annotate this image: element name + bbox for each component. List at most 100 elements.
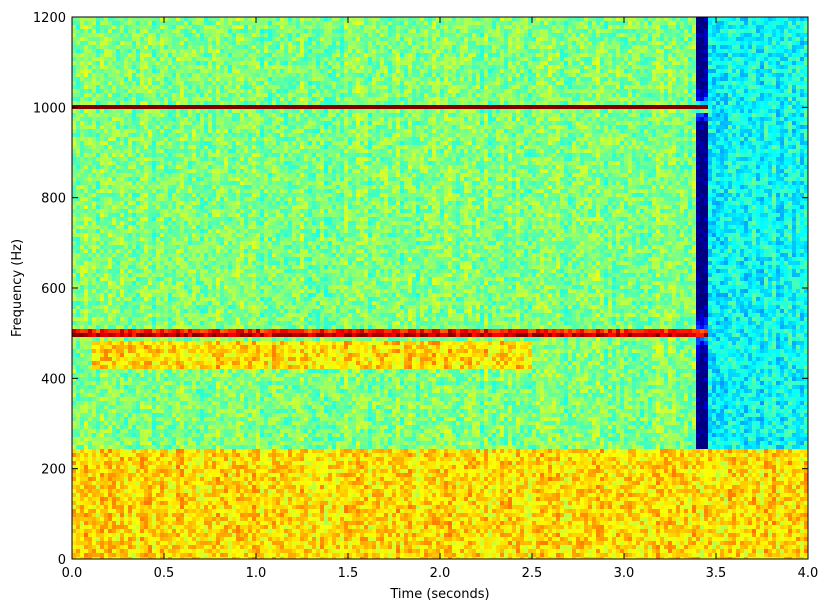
heatmap-cell [536,41,540,45]
heatmap-cell [432,113,436,117]
heatmap-cell [508,53,512,57]
heatmap-cell [364,105,368,109]
heatmap-cell [728,101,732,105]
heatmap-cell [476,121,480,125]
heatmap-cell [636,37,640,41]
heatmap-cell [756,73,760,77]
heatmap-cell [552,81,556,85]
heatmap-cell [712,37,716,41]
heatmap-cell [408,61,412,65]
heatmap-cell [428,93,432,97]
heatmap-cell [440,105,444,109]
heatmap-cell [416,17,420,21]
heatmap-cell [144,105,148,109]
heatmap-cell [84,25,88,29]
heatmap-cell [164,97,168,101]
heatmap-cell [116,53,120,57]
heatmap-cell [560,85,564,89]
heatmap-cell [116,29,120,33]
heatmap-cell [656,69,660,73]
heatmap-cell [544,97,548,101]
heatmap-cell [96,125,100,129]
heatmap-cell [84,21,88,25]
heatmap-cell [328,101,332,105]
heatmap-cell [172,117,176,121]
heatmap-cell [452,81,456,85]
heatmap-cell [304,93,308,97]
heatmap-cell [540,69,544,73]
heatmap-cell [332,37,336,41]
heatmap-cell [468,33,472,37]
heatmap-cell [260,121,264,125]
heatmap-cell [536,21,540,25]
heatmap-cell [420,105,424,109]
heatmap-cell [280,57,284,61]
heatmap-cell [428,89,432,93]
heatmap-cell [676,69,680,73]
heatmap-cell [568,65,572,69]
heatmap-cell [216,113,220,117]
heatmap-cell [168,37,172,41]
heatmap-cell [612,117,616,121]
heatmap-cell [256,45,260,49]
heatmap-cell [508,73,512,77]
heatmap-cell [404,61,408,65]
heatmap-cell [756,93,760,97]
heatmap-cell [600,25,604,29]
heatmap-cell [708,33,712,37]
heatmap-cell [160,117,164,121]
heatmap-cell [724,65,728,69]
heatmap-cell [336,37,340,41]
heatmap-cell [684,77,688,81]
heatmap-cell [424,93,428,97]
heatmap-cell [720,81,724,85]
heatmap-cell [788,101,792,105]
heatmap-cell [480,49,484,53]
heatmap-cell [316,93,320,97]
heatmap-cell [208,89,212,93]
heatmap-cell [452,53,456,57]
heatmap-cell [648,49,652,53]
heatmap-cell [368,45,372,49]
heatmap-cell [352,65,356,69]
heatmap-cell [124,113,128,117]
heatmap-cell [540,121,544,125]
heatmap-cell [396,33,400,37]
heatmap-cell [364,65,368,69]
heatmap-cell [100,21,104,25]
heatmap-cell [324,49,328,53]
heatmap-cell [612,101,616,105]
heatmap-cell [236,89,240,93]
heatmap-cell [624,29,628,33]
heatmap-cell [436,121,440,125]
heatmap-cell [672,29,676,33]
heatmap-cell [648,53,652,57]
heatmap-cell [292,29,296,33]
heatmap-cell [644,77,648,81]
heatmap-cell [224,53,228,57]
heatmap-cell [316,17,320,21]
heatmap-cell [604,89,608,93]
heatmap-cell [360,89,364,93]
heatmap-cell [784,93,788,97]
heatmap-cell [652,37,656,41]
heatmap-cell [452,117,456,121]
heatmap-cell [520,97,524,101]
heatmap-cell [564,45,568,49]
heatmap-cell [400,53,404,57]
heatmap-cell [96,25,100,29]
heatmap-cell [152,53,156,57]
heatmap-cell [716,41,720,45]
heatmap-cell [228,89,232,93]
heatmap-cell [784,21,788,25]
heatmap-cell [236,45,240,49]
heatmap-cell [80,109,84,113]
heatmap-cell [564,113,568,117]
heatmap-cell [272,85,276,89]
heatmap-cell [364,17,368,21]
heatmap-cell [544,65,548,69]
heatmap-cell [624,33,628,37]
heatmap-cell [752,113,756,117]
heatmap-cell [260,61,264,65]
heatmap-cell [332,77,336,81]
